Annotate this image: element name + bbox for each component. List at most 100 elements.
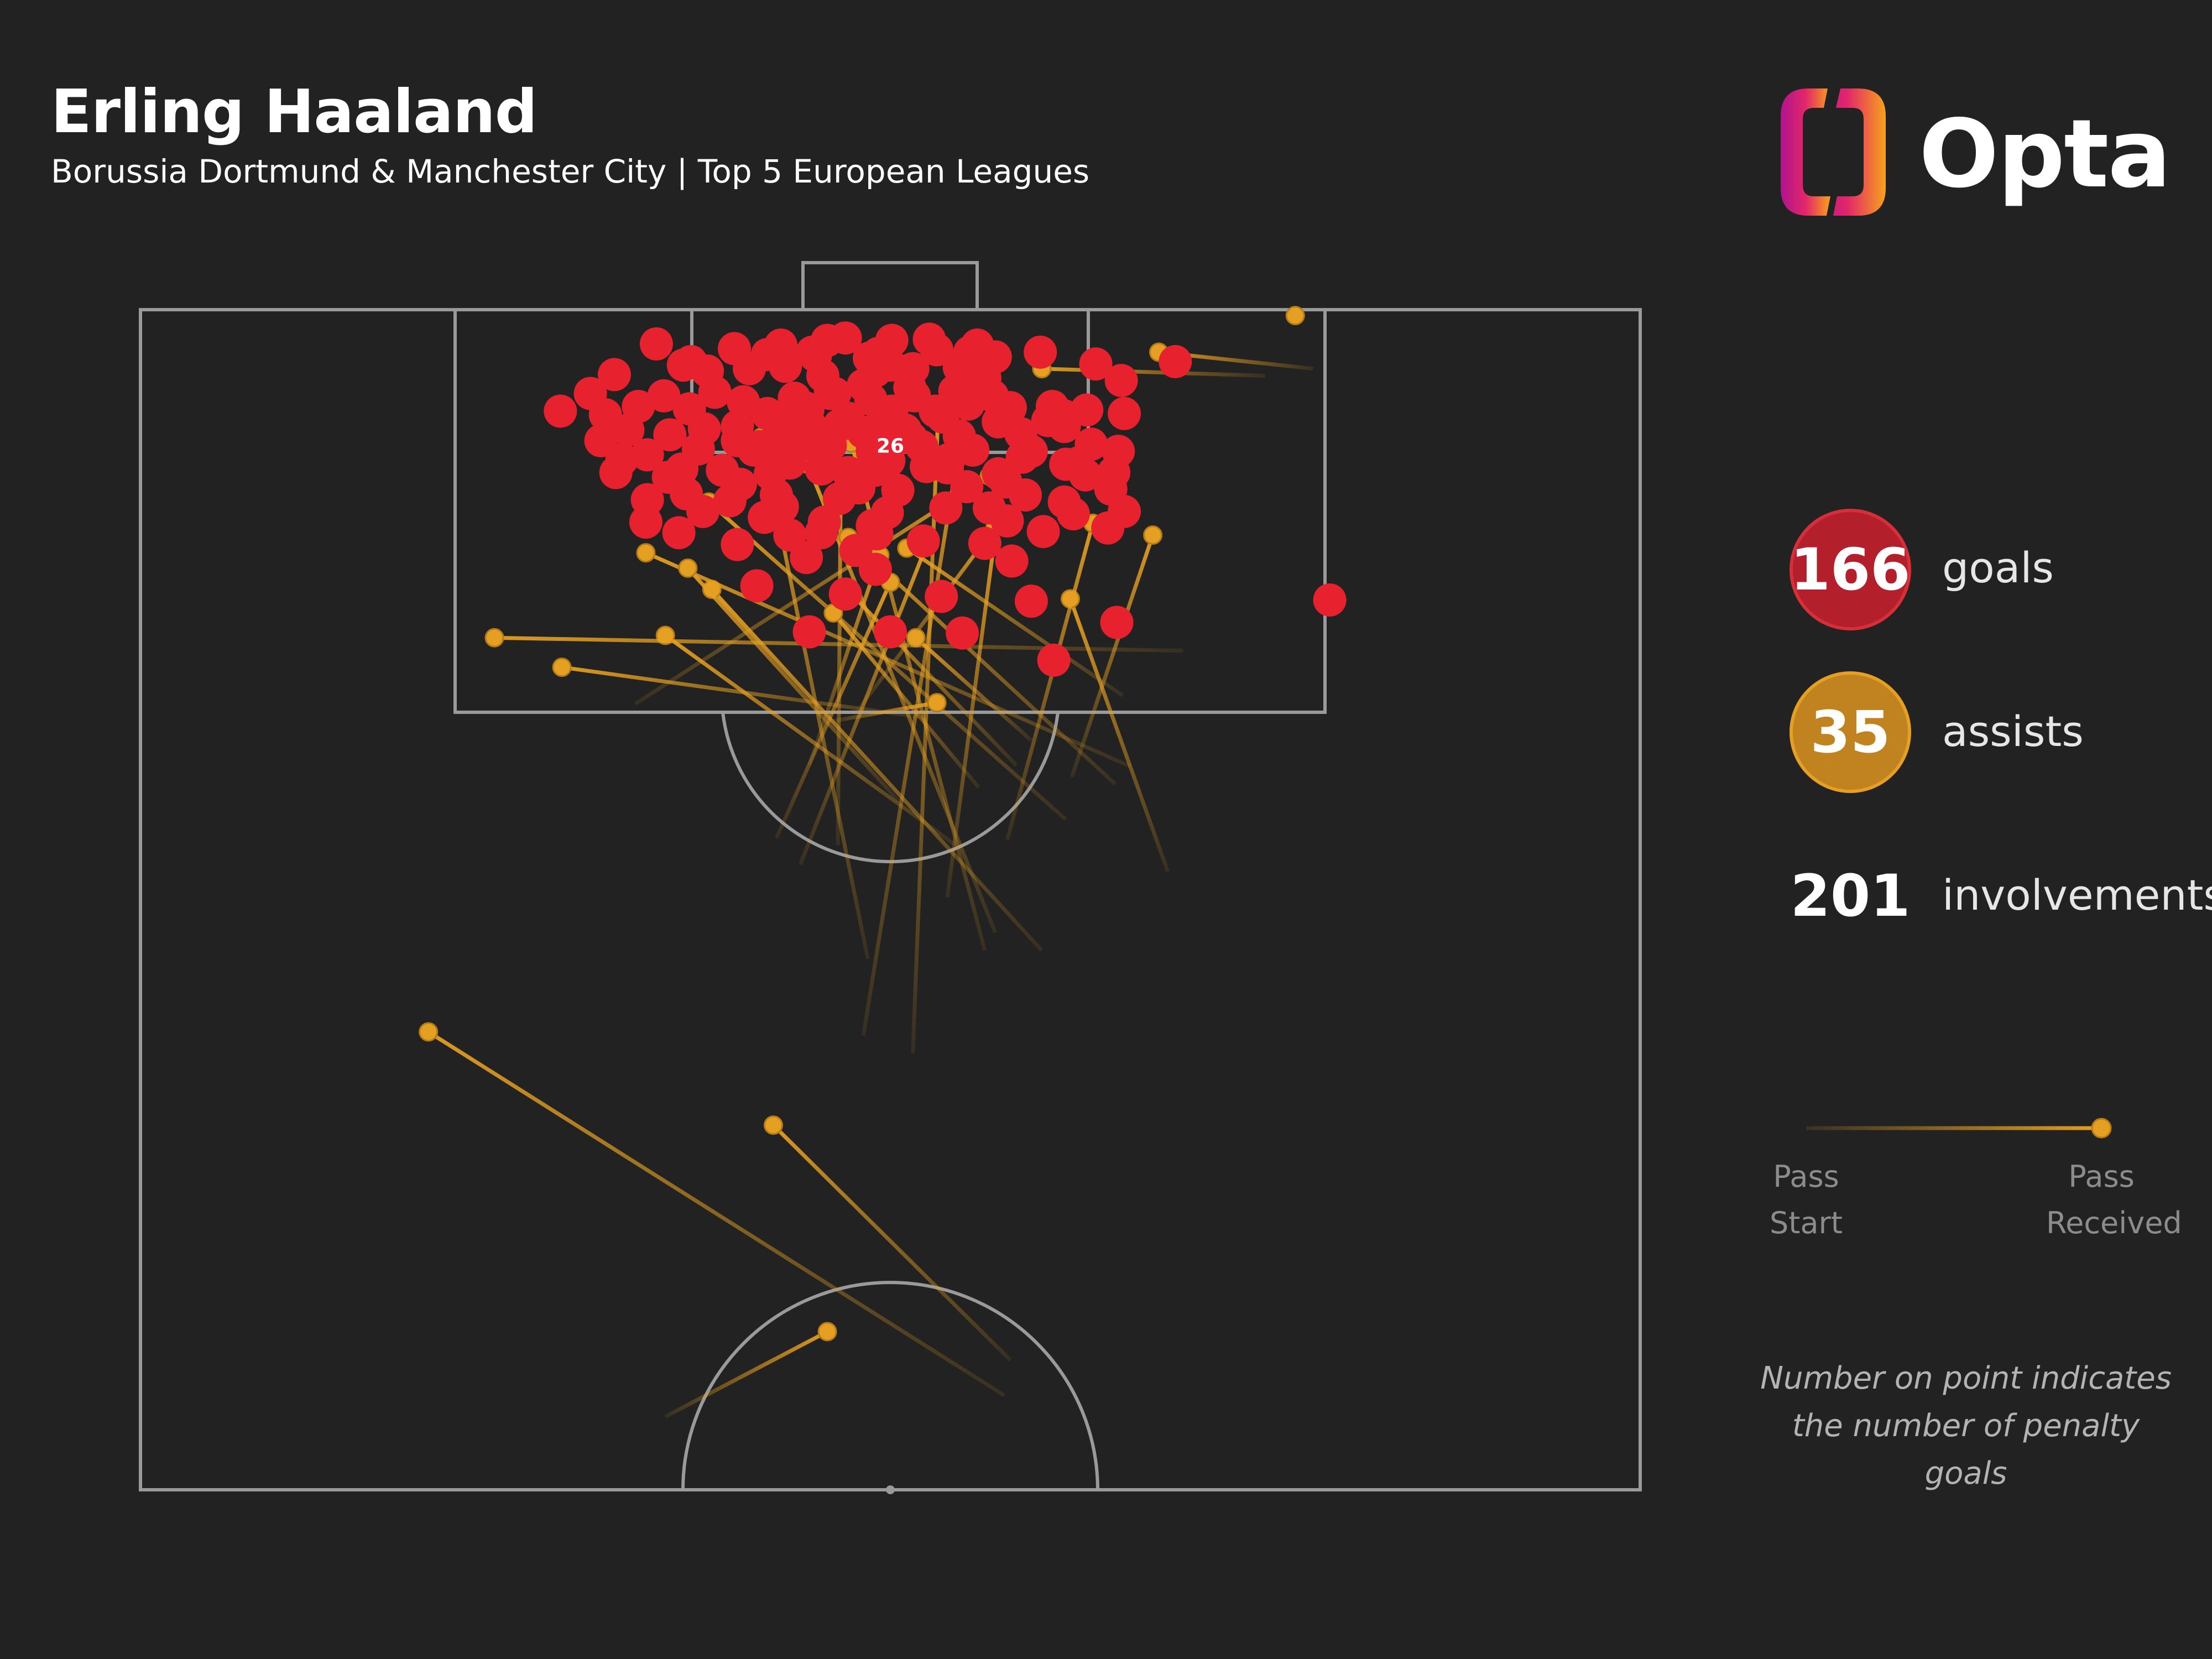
goal-point: [1024, 335, 1057, 369]
assists-badge: 35: [1790, 671, 1911, 793]
goal-point: [799, 339, 832, 373]
goal-point: [779, 427, 813, 461]
goal-point: [858, 552, 892, 586]
opta-logo-text: Opta: [1919, 100, 2171, 209]
goal-point: [950, 470, 984, 504]
goal-point: [605, 443, 639, 477]
goal-point: [818, 377, 852, 410]
goal-point: [874, 615, 907, 649]
goal-point: [995, 544, 1029, 578]
assist-pass-line: [772, 1124, 1012, 1361]
goal-point: [1035, 389, 1069, 423]
assist-point: [763, 1115, 783, 1135]
penalty-goal-count: 26: [877, 435, 904, 457]
goal-point: [666, 348, 700, 382]
goal-point: [929, 491, 963, 525]
goal-point: [952, 387, 985, 421]
legend-pass-received-label: Pass Received: [2046, 1159, 2182, 1240]
goal-point: [1094, 472, 1128, 506]
assist-point: [678, 558, 698, 578]
goal-point: [630, 438, 664, 472]
chart-title: Erling Haaland: [51, 77, 538, 147]
assist-pass-line: [1068, 598, 1170, 872]
assist-pass-line: [832, 612, 980, 789]
goal-point: [1056, 497, 1090, 531]
goal-point: [769, 349, 802, 383]
goal-point: [653, 418, 687, 452]
assist-pass-line: [686, 566, 901, 804]
goal-point: [698, 375, 732, 409]
goal-point: [733, 352, 766, 385]
assist-pass-line: [774, 581, 893, 839]
goal-point: [972, 491, 1006, 525]
goal-point: [743, 430, 777, 463]
goal-point: [855, 509, 889, 542]
goal-point: [792, 615, 826, 649]
involvements-label: involvements: [1942, 870, 2212, 920]
assist-pass-line: [914, 636, 1033, 742]
assist-point: [419, 1022, 439, 1042]
assist-point: [817, 1322, 837, 1342]
goal-point: [597, 358, 631, 392]
assist-pass-line: [1070, 534, 1155, 778]
goal-point: [790, 541, 823, 575]
penalty-layer: 26: [874, 429, 907, 462]
assist-point: [636, 543, 656, 563]
goal-point: [925, 580, 958, 613]
assist-point: [1285, 306, 1305, 326]
goal-point: [647, 379, 681, 413]
assist-point: [1143, 525, 1163, 545]
goal-point: [893, 371, 927, 404]
assist-pass-line: [855, 525, 997, 712]
goal-point: [686, 494, 719, 528]
goal-point: [910, 450, 943, 483]
assist-pass-line: [807, 554, 882, 766]
assist-pass-line: [710, 588, 1044, 952]
assist-point: [484, 628, 504, 648]
assist-pass-line: [905, 546, 1124, 697]
goal-point: [866, 403, 900, 436]
penalty-goal-point: [874, 429, 907, 462]
goals-badge: 166: [1790, 509, 1911, 630]
goal-point: [1037, 643, 1071, 677]
center-circle: [681, 1281, 1099, 1490]
assist-pass-line: [664, 634, 959, 848]
goal-point: [740, 569, 774, 603]
goal-point: [721, 528, 754, 561]
opta-logo: Opta: [1775, 83, 2171, 221]
goal-point: [953, 335, 987, 369]
goal-point: [1091, 511, 1125, 545]
goal-point: [946, 616, 979, 650]
goal-point: [791, 393, 825, 427]
penalty-note: Number on point indicates the number of …: [1760, 1360, 2172, 1491]
goal-point: [639, 327, 673, 361]
goal-point: [1100, 606, 1134, 639]
legend-pass-start-label: Pass Start: [1770, 1159, 1843, 1240]
legend-pass-received-marker: [2091, 1118, 2112, 1139]
goal-point: [1313, 583, 1347, 617]
goal-point: [942, 419, 976, 453]
goal-point: [1108, 397, 1141, 430]
goal-point: [662, 516, 696, 550]
goal-frame: [801, 261, 979, 311]
goal-point: [842, 471, 876, 505]
goal-point: [1026, 515, 1060, 549]
assist-pass-line: [494, 635, 1183, 653]
goal-point: [665, 452, 699, 486]
goal-point: [805, 516, 838, 550]
goal-point: [919, 394, 952, 428]
goal-point: [1014, 585, 1048, 618]
assist-pass-line: [645, 551, 1131, 769]
goal-point: [853, 341, 886, 375]
goal-point: [765, 490, 799, 524]
goal-point: [629, 505, 662, 539]
assist-pass-line: [427, 1030, 1005, 1397]
goal-point: [989, 465, 1022, 499]
goal-point: [1079, 347, 1113, 381]
involvements-value: 201: [1790, 862, 1911, 930]
goal-point: [672, 392, 706, 426]
goal-point: [611, 413, 645, 447]
goal-point: [723, 467, 757, 501]
chart-subtitle: Borussia Dortmund & Manchester City | To…: [51, 153, 1090, 190]
assist-pass-line: [664, 1329, 828, 1418]
